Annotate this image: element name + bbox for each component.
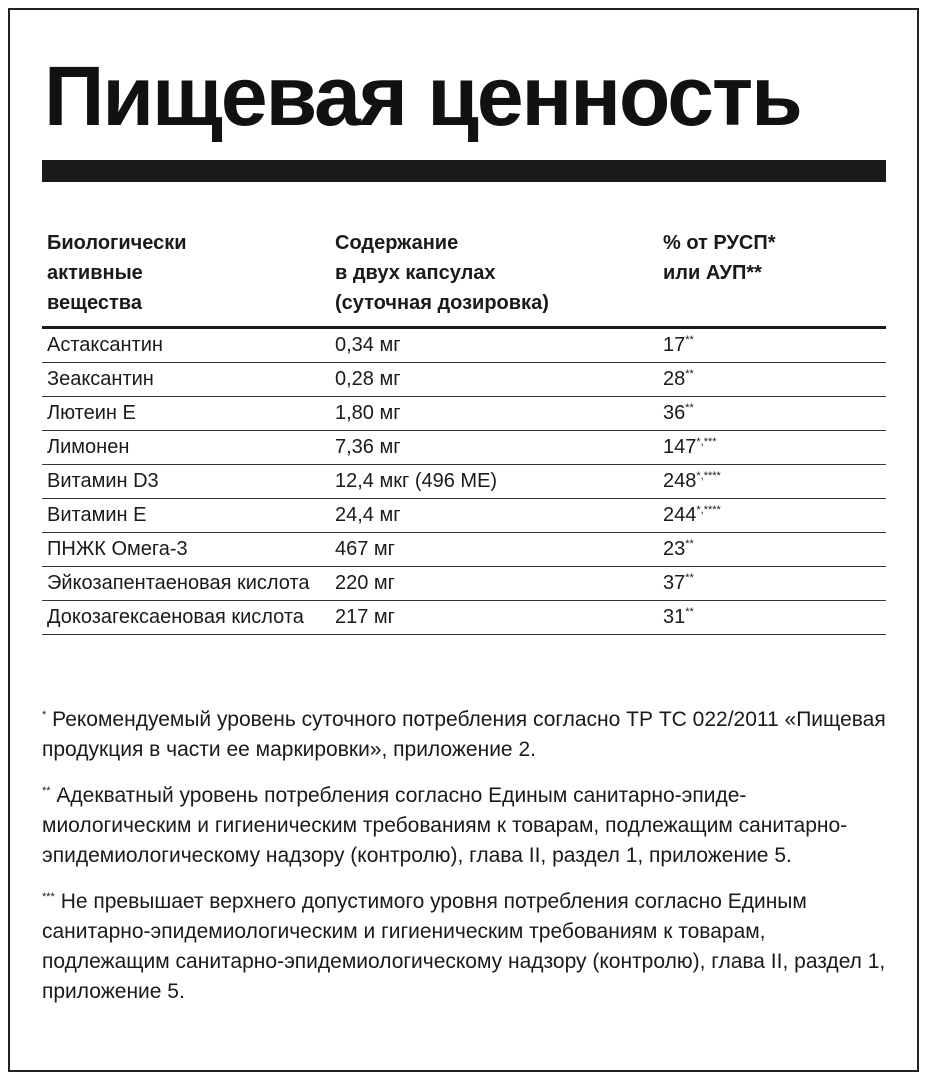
amount: 24,4 мг xyxy=(335,504,401,526)
percent: 31 xyxy=(663,606,686,628)
percent: 36 xyxy=(663,402,686,424)
header-line: вещества xyxy=(47,292,142,314)
substance: Лимонен xyxy=(47,436,130,458)
frame xyxy=(8,8,919,1072)
percent-cell: 17** xyxy=(658,330,886,361)
percent-cell: 248*,**** xyxy=(658,466,886,497)
footnote-mark: *,**** xyxy=(696,470,721,482)
header-cell: Биологически активные вещества xyxy=(42,228,330,318)
table: Биологически активные вещества Содержание в … xyxy=(42,228,886,635)
footnote-mark: ** xyxy=(42,785,51,797)
header-line: (суточная дозировка) xyxy=(335,292,549,314)
percent-cell: 147*,*** xyxy=(658,432,886,463)
title: Пищевая ценность xyxy=(44,49,803,143)
footnote-text: Адекватный уровень потребления согласно … xyxy=(42,784,848,867)
footnote-mark: *,*** xyxy=(696,436,717,448)
footnote-mark: ** xyxy=(685,538,694,550)
substance: Докозагексаеновая кислота xyxy=(47,606,304,628)
table-row: ПНЖК Омега-3 467 мг 23** xyxy=(42,533,886,567)
table-row: Зеаксантин 0,28 мг 28** xyxy=(42,363,886,397)
amount: 0,34 мг xyxy=(335,334,401,356)
percent: 23 xyxy=(663,538,686,560)
percent-cell: 36** xyxy=(658,398,886,429)
substance: ПНЖК Омега-3 xyxy=(47,538,188,560)
percent-cell: 31** xyxy=(658,602,886,633)
header-line: в двух капсулах xyxy=(335,262,496,284)
footnote: *** Не превышает верхнего допустимого ур… xyxy=(42,887,888,1007)
amount: 7,36 мг xyxy=(335,436,401,458)
footnote-mark: *,**** xyxy=(696,504,721,516)
header-line: % от РУСП* xyxy=(663,232,776,254)
header-line: Биологически xyxy=(47,232,187,254)
substance: Витамин D3 xyxy=(47,470,159,492)
amount: 467 мг xyxy=(335,538,395,560)
header-line: Содержание xyxy=(335,232,459,254)
percent: 37 xyxy=(663,572,686,594)
percent-cell: 244*,**** xyxy=(658,500,886,531)
amount: 217 мг xyxy=(335,606,395,628)
percent: 248 xyxy=(663,470,697,492)
footnote: * Рекомендуемый уровень суточного потреб… xyxy=(42,705,888,765)
footnotes: * Рекомендуемый уровень суточного потреб… xyxy=(42,705,888,1023)
footnote-mark: ** xyxy=(685,572,694,584)
header-line: активные xyxy=(47,262,143,284)
footnote-text: Не превышает верхнего допустимого уровня… xyxy=(42,890,886,1003)
amount: 0,28 мг xyxy=(335,368,401,390)
substance: Астаксантин xyxy=(47,334,163,356)
substance: Лютеин Е xyxy=(47,402,136,424)
amount: 220 мг xyxy=(335,572,395,594)
substance: Зеаксантин xyxy=(47,368,154,390)
footnote-text: Рекомендуемый уровень суточного потребле… xyxy=(42,708,886,761)
percent-cell: 37** xyxy=(658,568,886,599)
header-line: или АУП** xyxy=(663,262,762,284)
percent-cell: 28** xyxy=(658,364,886,395)
percent: 244 xyxy=(663,504,697,526)
table-row: Витамин D3 12,4 мкг (496 МЕ) 248*,**** xyxy=(42,465,886,499)
footnote-mark: ** xyxy=(685,402,694,414)
percent: 147 xyxy=(663,436,697,458)
table-row: Эйкозапентаеновая кислота 220 мг 37** xyxy=(42,567,886,601)
footnote: ** Адекватный уровень потребления соглас… xyxy=(42,781,888,871)
footnote-mark: * xyxy=(42,709,47,721)
header-cell: % от РУСП* или АУП** xyxy=(658,228,886,318)
header-row: Биологически активные вещества Содержание в … xyxy=(42,228,886,329)
table-row: Астаксантин 0,34 мг 17** xyxy=(42,329,886,363)
amount: 1,80 мг xyxy=(335,402,401,424)
table-row: Лютеин Е 1,80 мг 36** xyxy=(42,397,886,431)
percent-cell: 23** xyxy=(658,534,886,565)
footnote-mark: ** xyxy=(685,606,694,618)
footnote-mark: ** xyxy=(685,334,694,346)
title-bar xyxy=(42,160,886,182)
percent: 28 xyxy=(663,368,686,390)
substance: Витамин Е xyxy=(47,504,147,526)
footnote-mark: *** xyxy=(42,891,55,903)
table-row: Лимонен 7,36 мг 147*,*** xyxy=(42,431,886,465)
table-row: Докозагексаеновая кислота 217 мг 31** xyxy=(42,601,886,635)
header-cell: Содержание в двух капсулах (суточная дозир… xyxy=(330,228,658,318)
amount: 12,4 мкг (496 МЕ) xyxy=(335,470,498,492)
percent: 17 xyxy=(663,334,686,356)
footnote-mark: ** xyxy=(685,368,694,380)
table-row: Витамин Е 24,4 мг 244*,**** xyxy=(42,499,886,533)
substance: Эйкозапентаеновая кислота xyxy=(47,572,310,594)
